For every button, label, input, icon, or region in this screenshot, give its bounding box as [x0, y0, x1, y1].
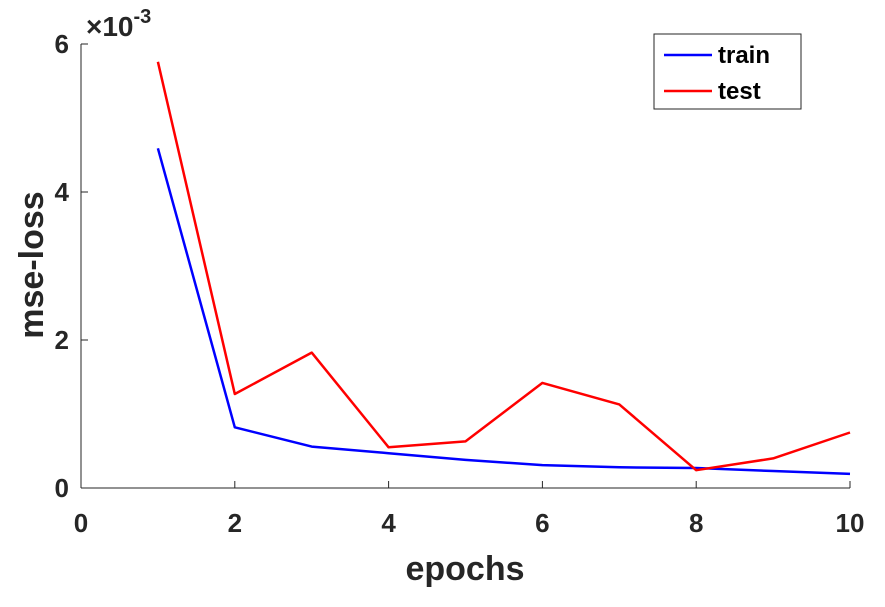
legend-label-test: test: [718, 78, 761, 105]
legend-box: [653, 33, 802, 110]
y-exponent-base: ×10: [86, 11, 134, 42]
y-axis-title: mse-loss: [13, 191, 51, 338]
x-tick-label: 6: [535, 508, 549, 538]
legend: train test: [653, 33, 802, 110]
y-tick-label: 2: [55, 325, 69, 355]
y-tick-label: 0: [55, 473, 69, 503]
series-line-train: [156, 147, 851, 476]
x-tick-label: 8: [689, 508, 703, 538]
x-axis-title: epochs: [405, 550, 524, 588]
legend-label-train: train: [718, 42, 770, 69]
x-tick-label: 10: [836, 508, 865, 538]
y-tick-label: 6: [55, 29, 69, 59]
series-layer: [156, 61, 851, 476]
y-exponent-power: -3: [134, 6, 152, 28]
axes-layer: 0 2 4 6 8 10 0 2 4 6: [55, 29, 865, 538]
x-tick-label: 0: [74, 508, 88, 538]
y-tick-label: 4: [55, 177, 70, 207]
y-exponent-label: ×10-3: [86, 6, 151, 42]
series-line-test: [156, 61, 851, 472]
x-tick-label: 4: [381, 508, 396, 538]
x-tick-label: 2: [228, 508, 242, 538]
